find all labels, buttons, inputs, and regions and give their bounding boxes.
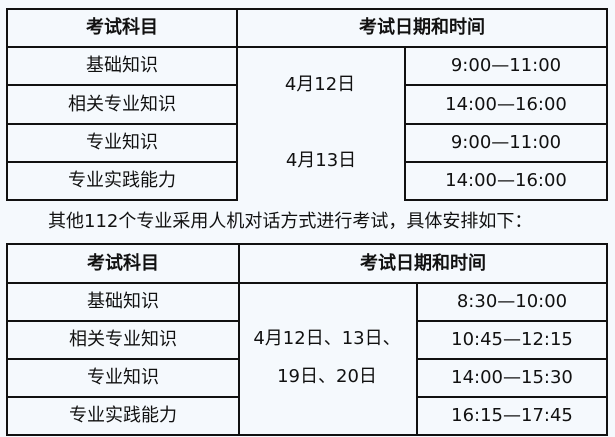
header-subject: 考试科目 xyxy=(6,8,238,48)
time-cell: 9:00—11:00 xyxy=(404,123,608,163)
subject-cell: 专业知识 xyxy=(6,123,238,163)
date-cell: 4月12日、13日、19日、20日 xyxy=(238,282,418,436)
subject-cell: 专业知识 xyxy=(6,358,240,398)
time-cell: 8:30—10:00 xyxy=(416,282,608,322)
time-cell: 14:00—16:00 xyxy=(404,161,608,201)
subject-cell: 专业实践能力 xyxy=(6,396,240,436)
subject-cell: 基础知识 xyxy=(6,282,240,322)
time-cell: 9:00—11:00 xyxy=(404,46,608,86)
header-datetime: 考试日期和时间 xyxy=(236,8,608,48)
subject-cell: 基础知识 xyxy=(6,46,238,86)
date-cell: 4月13日 xyxy=(236,123,406,201)
subject-cell: 相关专业知识 xyxy=(6,84,238,125)
date-text: 4月13日 xyxy=(285,150,357,171)
time-cell: 10:45—12:15 xyxy=(416,320,608,360)
subject-cell: 相关专业知识 xyxy=(6,320,240,360)
subject-cell: 专业实践能力 xyxy=(6,161,238,201)
header-subject: 考试科目 xyxy=(6,243,240,284)
time-cell: 14:00—15:30 xyxy=(416,358,608,398)
date-text: 4月12日 xyxy=(284,74,356,95)
time-cell: 16:15—17:45 xyxy=(416,396,608,436)
date-text: 4月12日、13日、19日、20日 xyxy=(253,328,401,387)
header-datetime: 考试日期和时间 xyxy=(238,243,608,284)
note-text: 其他112个专业采用人机对话方式进行考试，具体安排如下： xyxy=(48,211,533,232)
time-cell: 14:00—16:00 xyxy=(404,84,608,125)
